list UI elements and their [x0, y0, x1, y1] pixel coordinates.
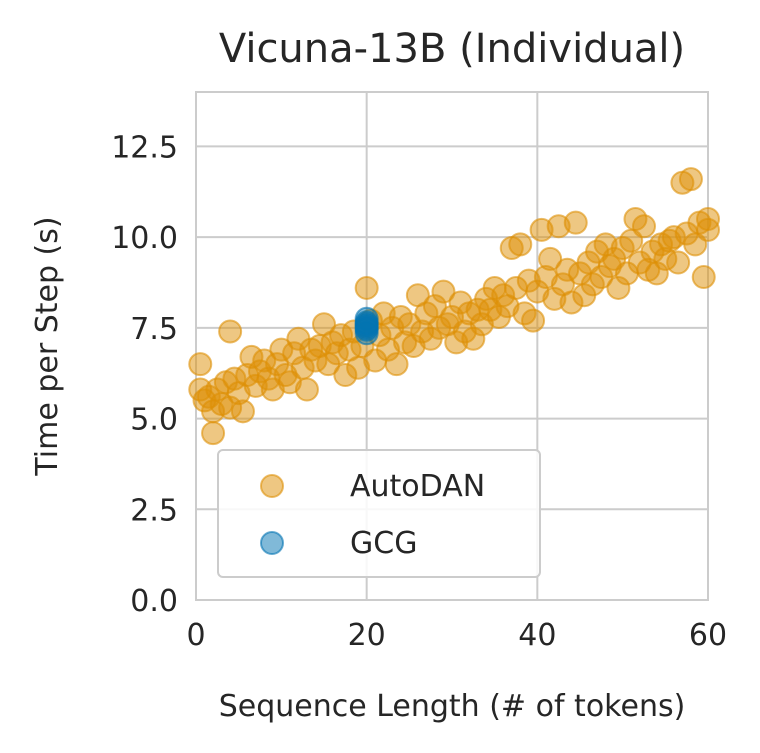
point-autodan: [384, 352, 409, 377]
point-autodan: [188, 352, 213, 377]
y-tick-label: 5.0: [130, 403, 178, 438]
legend-label-autodan: AutoDAN: [350, 469, 485, 504]
point-autodan: [354, 275, 379, 300]
point-autodan: [538, 246, 563, 271]
legend-marker-gcg: [260, 531, 284, 555]
legend-marker-autodan: [260, 474, 284, 498]
point-autodan: [678, 167, 703, 192]
legend: AutoDAN GCG: [217, 449, 541, 578]
point-autodan: [696, 207, 720, 231]
legend-label-gcg: GCG: [350, 526, 417, 561]
data-points: [188, 167, 720, 446]
legend-frame: [217, 449, 541, 578]
y-axis-label: Time per Step (s): [30, 216, 65, 476]
y-tick-label: 10.0: [111, 221, 178, 256]
point-autodan: [563, 210, 588, 235]
point-autodan: [666, 250, 691, 275]
point-autodan: [201, 421, 226, 446]
point-autodan: [508, 232, 533, 257]
plot-frame: [195, 91, 709, 601]
point-gcg: [354, 312, 379, 337]
point-autodan: [521, 308, 546, 333]
chart-title: Vicuna-13B (Individual): [219, 26, 685, 72]
y-tick-label: 7.5: [130, 312, 178, 347]
x-tick-label: 20: [348, 618, 386, 653]
point-autodan: [218, 319, 243, 344]
tick-labels: 0 20 40 60 0.0 2.5 5.0 7.5 10.0 12.5: [111, 130, 727, 653]
x-tick-label: 60: [689, 618, 727, 653]
y-tick-label: 0.0: [130, 584, 178, 619]
point-autodan: [294, 377, 319, 402]
point-autodan: [230, 399, 255, 424]
x-axis-label: Sequence Length (# of tokens): [219, 689, 686, 724]
x-tick-label: 40: [518, 618, 556, 653]
point-autodan: [632, 214, 656, 239]
y-tick-label: 2.5: [130, 493, 178, 528]
point-autodan: [691, 265, 716, 290]
point-autodan: [431, 279, 456, 304]
y-tick-label: 12.5: [111, 130, 178, 165]
x-tick-label: 0: [186, 618, 205, 653]
